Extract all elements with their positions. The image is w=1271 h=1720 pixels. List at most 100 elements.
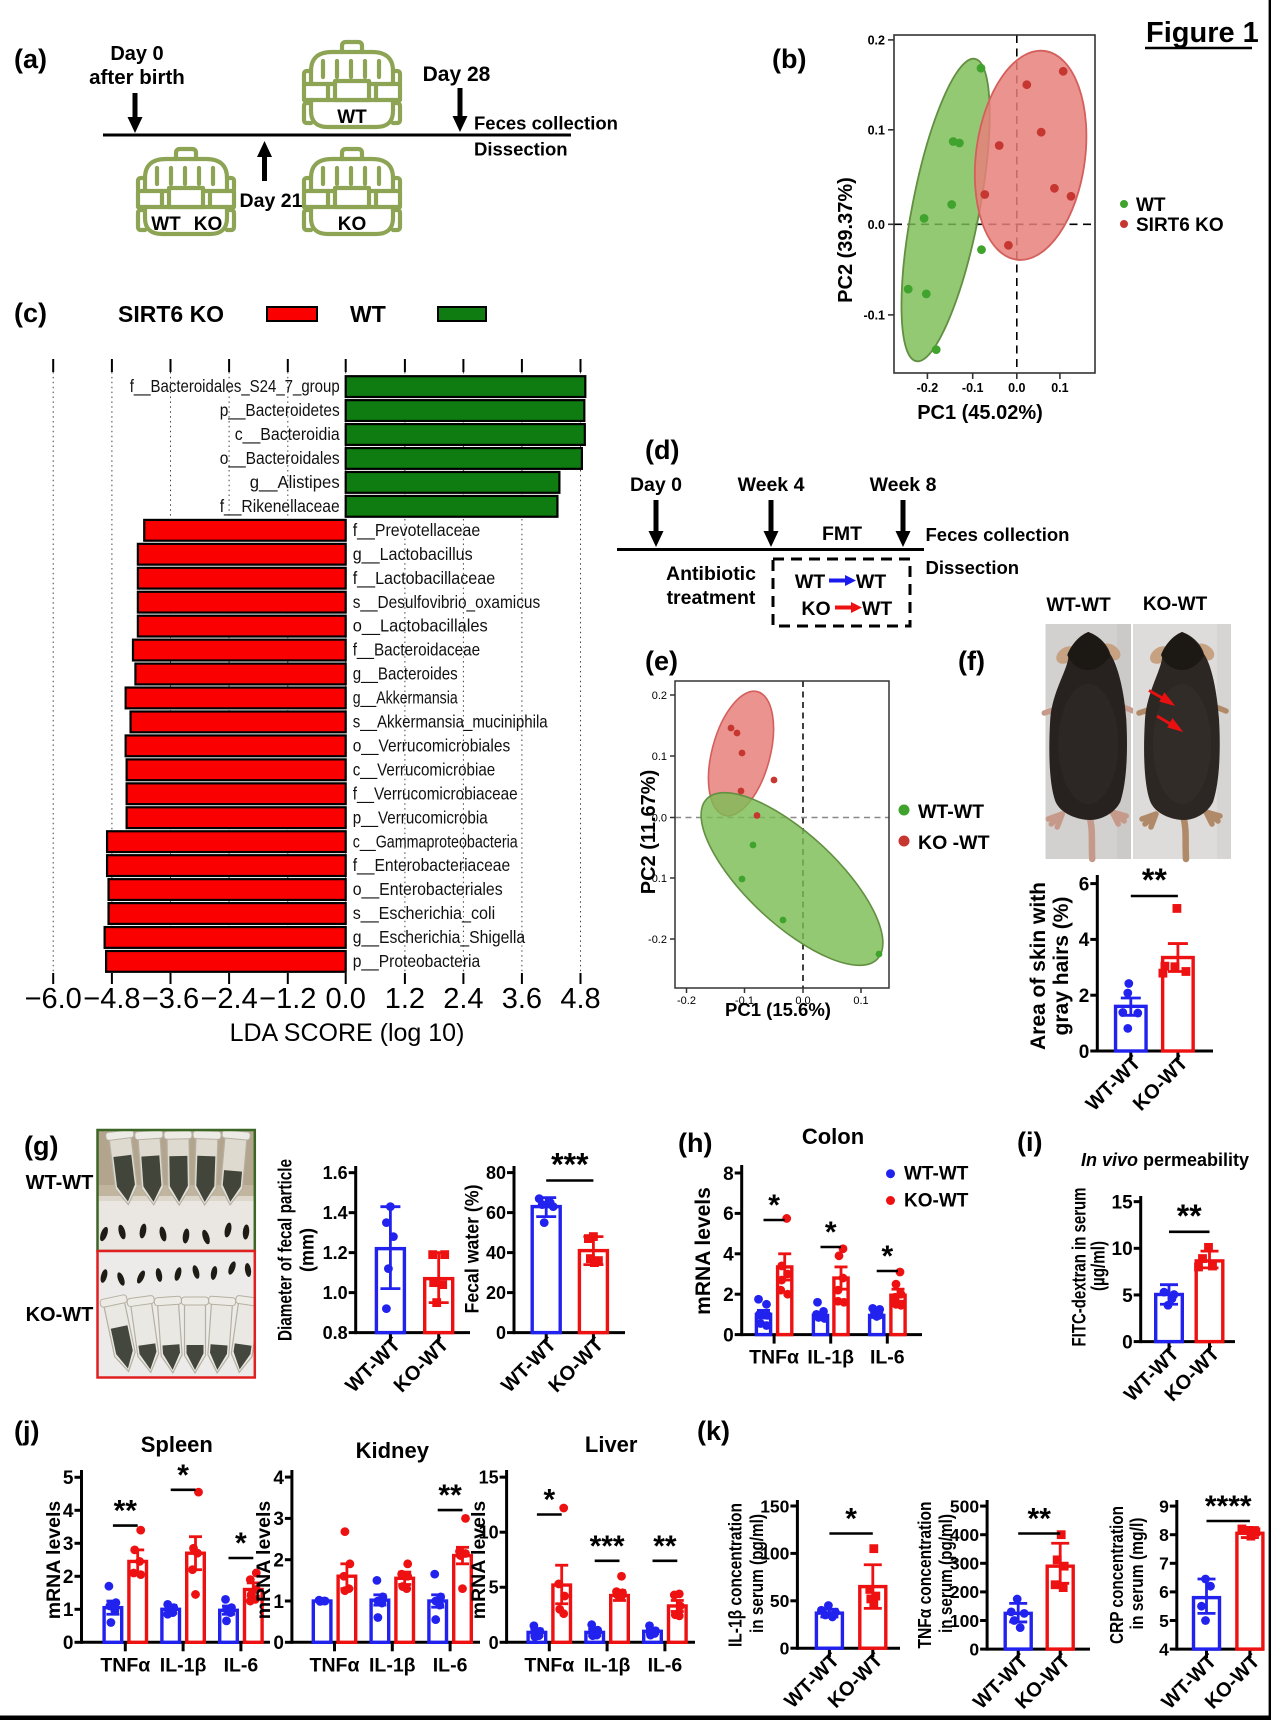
svg-text:f__Lactobacillaceae: f__Lactobacillaceae	[353, 568, 496, 589]
svg-text:200: 200	[950, 1582, 979, 1602]
svg-text:*: *	[768, 1189, 780, 1222]
svg-text:mRNA levels: mRNA levels	[253, 1501, 275, 1620]
svg-text:in serum (pg/ml): in serum (pg/ml)	[935, 1514, 956, 1633]
svg-text:0.1: 0.1	[868, 123, 885, 137]
svg-text:10: 10	[1112, 1239, 1133, 1260]
svg-text:Day 0: Day 0	[110, 43, 163, 65]
svg-text:0.0: 0.0	[1008, 381, 1025, 395]
svg-text:KO-WT: KO-WT	[1143, 594, 1208, 615]
svg-text:WT: WT	[350, 301, 386, 327]
svg-text:g__Lactobacillus: g__Lactobacillus	[353, 544, 473, 565]
svg-text:KO-WT: KO-WT	[904, 1191, 969, 1212]
svg-text:SIRT6 KO: SIRT6 KO	[1136, 215, 1224, 236]
svg-text:**: **	[653, 1530, 677, 1563]
svg-text:after birth: after birth	[89, 66, 185, 89]
svg-text:IL-1β: IL-1β	[160, 1654, 207, 1676]
svg-text:Day 28: Day 28	[423, 63, 491, 86]
svg-text:TNFα: TNFα	[100, 1654, 150, 1676]
svg-text:1.2: 1.2	[323, 1243, 348, 1263]
svg-text:(c): (c)	[14, 298, 47, 328]
svg-text:−1.2: −1.2	[259, 983, 316, 1015]
svg-text:*: *	[177, 1459, 189, 1492]
svg-text:WT: WT	[337, 107, 367, 128]
svg-text:300: 300	[950, 1554, 979, 1574]
svg-text:2.4: 2.4	[443, 983, 483, 1015]
svg-text:f__Bacteroidaceae: f__Bacteroidaceae	[353, 640, 481, 661]
svg-text:KO-WT: KO-WT	[26, 1304, 94, 1326]
svg-text:-0.2: -0.2	[677, 995, 696, 1007]
svg-text:s__Akkermansia_muciniphila: s__Akkermansia_muciniphila	[353, 712, 548, 733]
svg-text:KO: KO	[338, 214, 367, 235]
svg-text:s__Escherichia_coli: s__Escherichia_coli	[353, 903, 496, 924]
svg-text:2: 2	[1079, 986, 1090, 1007]
svg-text:f__Verrucomicrobiaceae: f__Verrucomicrobiaceae	[353, 783, 518, 804]
svg-text:5: 5	[1122, 1286, 1133, 1307]
svg-text:**: **	[1142, 862, 1167, 898]
svg-text:PC2 (39.37%): PC2 (39.37%)	[835, 177, 857, 303]
svg-text:o__Verrucomicrobiales: o__Verrucomicrobiales	[353, 735, 511, 756]
svg-text:7: 7	[1159, 1554, 1169, 1574]
svg-text:*: *	[543, 1484, 555, 1517]
svg-text:0: 0	[63, 1633, 74, 1654]
svg-text:Spleen: Spleen	[141, 1432, 213, 1457]
svg-text:KO: KO	[801, 598, 830, 620]
svg-text:mRNA levels: mRNA levels	[692, 1187, 715, 1315]
svg-text:s__Desulfovibrio_oxamicus: s__Desulfovibrio_oxamicus	[353, 592, 541, 613]
svg-text:p__Proteobacteria: p__Proteobacteria	[353, 951, 481, 972]
svg-text:0.1: 0.1	[1051, 381, 1068, 395]
svg-text:8: 8	[723, 1164, 734, 1185]
svg-text:*: *	[235, 1527, 247, 1560]
svg-text:1.4: 1.4	[323, 1203, 348, 1223]
svg-text:0: 0	[780, 1639, 790, 1659]
svg-text:9: 9	[1159, 1496, 1169, 1516]
svg-text:4: 4	[1159, 1639, 1169, 1659]
svg-text:−6.0: −6.0	[25, 983, 82, 1015]
svg-text:0: 0	[1122, 1332, 1133, 1353]
svg-text:0.2: 0.2	[868, 33, 885, 47]
svg-text:1.2: 1.2	[385, 983, 425, 1015]
svg-text:in serum (mg/l): in serum (mg/l)	[1126, 1518, 1147, 1630]
svg-text:c__Gammaproteobacteria: c__Gammaproteobacteria	[353, 831, 518, 852]
svg-text:0: 0	[723, 1325, 734, 1346]
svg-text:TNFα: TNFα	[310, 1654, 360, 1676]
svg-text:6: 6	[1159, 1582, 1169, 1602]
svg-text:In vivo permeability: In vivo permeability	[1081, 1150, 1249, 1170]
svg-text:Day 21: Day 21	[240, 190, 303, 212]
svg-text:IL-6: IL-6	[870, 1347, 905, 1369]
svg-text:LDA SCORE (log 10): LDA SCORE (log 10)	[230, 1019, 465, 1047]
svg-text:0.0: 0.0	[326, 983, 366, 1015]
svg-text:6: 6	[1079, 874, 1090, 895]
svg-text:TNFα concentration: TNFα concentration	[914, 1502, 935, 1649]
svg-text:IL-1β concentration: IL-1β concentration	[724, 1503, 745, 1647]
svg-text:WT: WT	[856, 571, 886, 593]
svg-text:IL-6: IL-6	[433, 1654, 468, 1676]
svg-text:f__Bacteroidales_S24_7_group: f__Bacteroidales_S24_7_group	[130, 376, 340, 397]
svg-text:Figure 1: Figure 1	[1146, 17, 1259, 49]
svg-text:Dissection: Dissection	[926, 557, 1020, 578]
svg-text:500: 500	[950, 1496, 979, 1516]
svg-text:50: 50	[770, 1591, 790, 1611]
svg-text:100: 100	[950, 1611, 979, 1631]
svg-text:*: *	[825, 1216, 837, 1249]
svg-text:4.8: 4.8	[560, 983, 600, 1015]
svg-text:4: 4	[1079, 930, 1090, 951]
svg-text:-0.1: -0.1	[735, 995, 754, 1007]
svg-text:60: 60	[486, 1203, 506, 1223]
svg-text:−3.6: −3.6	[142, 983, 199, 1015]
svg-text:1: 1	[63, 1600, 74, 1621]
svg-text:0.2: 0.2	[652, 690, 667, 702]
svg-text:3: 3	[273, 1509, 284, 1530]
svg-text:0: 0	[496, 1323, 506, 1343]
svg-text:o__Lactobacillales: o__Lactobacillales	[353, 616, 488, 637]
svg-text:WT: WT	[795, 571, 825, 593]
svg-text:0: 0	[489, 1633, 499, 1653]
svg-text:c__Bacteroidia: c__Bacteroidia	[235, 424, 340, 445]
svg-text:−4.8: −4.8	[83, 983, 140, 1015]
svg-text:Week 8: Week 8	[870, 474, 937, 496]
svg-text:**: **	[1028, 1503, 1052, 1536]
svg-text:(i): (i)	[1017, 1127, 1042, 1157]
svg-text:2: 2	[63, 1567, 74, 1588]
svg-text:0: 0	[969, 1639, 979, 1659]
svg-text:6: 6	[723, 1204, 734, 1225]
svg-text:(j): (j)	[14, 1416, 39, 1446]
